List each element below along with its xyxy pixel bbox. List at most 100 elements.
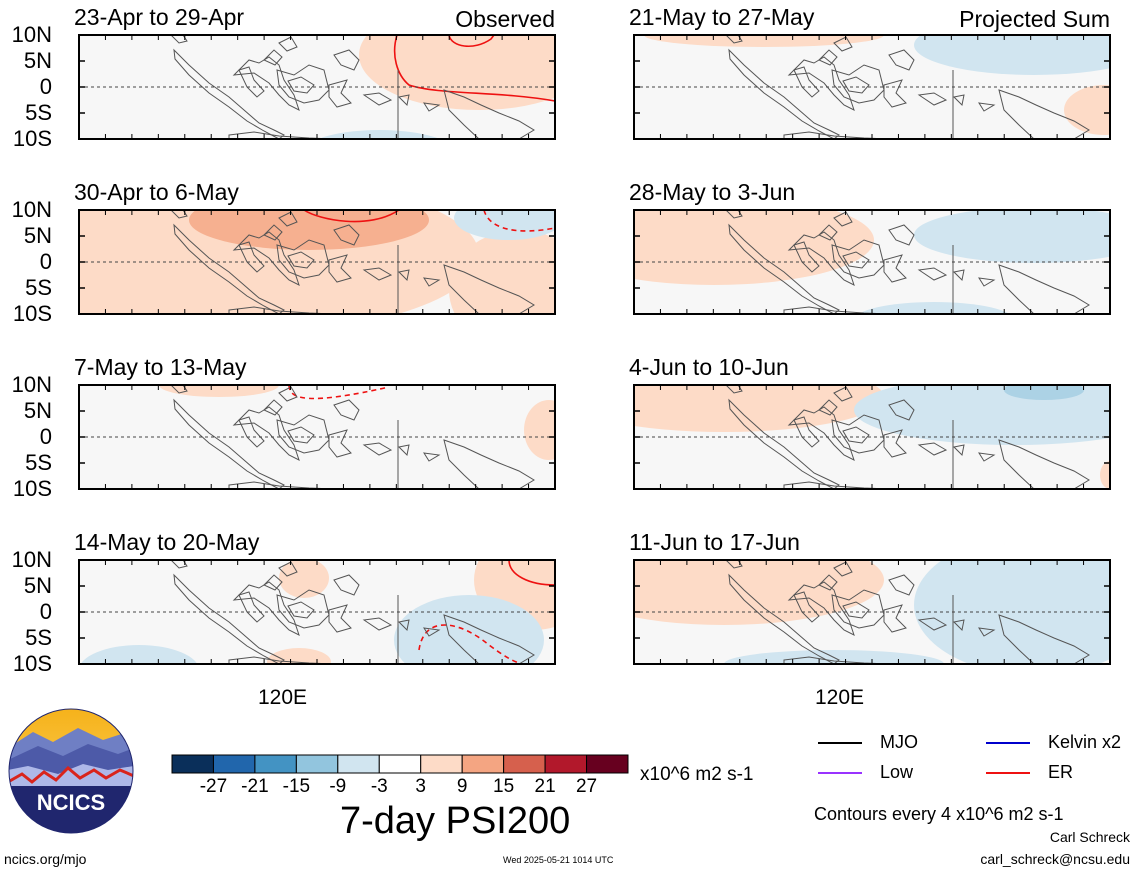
coastline bbox=[170, 210, 188, 219]
colorbar-swatch bbox=[586, 754, 629, 774]
site-url[interactable]: ncics.org/mjo bbox=[4, 851, 87, 867]
author-name: Carl Schreck bbox=[1049, 829, 1130, 845]
coastline bbox=[362, 442, 393, 456]
coastline bbox=[173, 223, 285, 314]
coastline bbox=[173, 398, 285, 489]
coastline bbox=[232, 581, 300, 636]
lat-label: 0 bbox=[39, 424, 52, 449]
coastline bbox=[728, 573, 840, 664]
colorbar-tick-label: 15 bbox=[493, 776, 515, 797]
psi-map-panel bbox=[78, 209, 556, 315]
coastline bbox=[883, 79, 907, 108]
contour-line bbox=[508, 560, 555, 586]
coastline bbox=[998, 89, 1090, 139]
coastline bbox=[728, 398, 840, 489]
coastline bbox=[952, 619, 965, 632]
lat-label: 5S bbox=[25, 100, 52, 125]
anomaly-shading bbox=[1004, 385, 1084, 400]
coastline bbox=[170, 35, 188, 44]
lat-label: 5N bbox=[23, 48, 52, 73]
coastline bbox=[952, 269, 965, 282]
coastline bbox=[842, 426, 870, 444]
coastline bbox=[831, 589, 885, 629]
anomaly-shading bbox=[854, 385, 1110, 445]
coastline bbox=[333, 224, 360, 246]
coastline bbox=[883, 429, 907, 458]
anomaly-shading bbox=[359, 35, 555, 110]
author-email[interactable]: carl_schreck@ncsu.edu bbox=[980, 851, 1130, 867]
anomaly-shading bbox=[79, 210, 479, 314]
anomaly-shading bbox=[914, 210, 1110, 263]
colorbar-swatch bbox=[420, 754, 463, 774]
psi-map-panel bbox=[633, 559, 1111, 665]
colorbar-swatch bbox=[254, 754, 297, 774]
legend-label: Kelvin x2 bbox=[1048, 732, 1122, 752]
anomaly-shading bbox=[858, 302, 1010, 314]
panel-title: 23-Apr to 29-Apr bbox=[74, 4, 245, 30]
anomaly-shading bbox=[1100, 461, 1110, 489]
coastline bbox=[333, 399, 360, 421]
coastline bbox=[276, 239, 330, 279]
panel-title: 21-May to 27-May bbox=[629, 4, 815, 30]
coastline bbox=[328, 79, 352, 108]
anomaly-shading bbox=[80, 645, 198, 664]
panel-title: 4-Jun to 10-Jun bbox=[629, 354, 789, 380]
coastline bbox=[728, 223, 840, 314]
coastline bbox=[287, 426, 315, 444]
anomaly-shading bbox=[449, 230, 555, 314]
colorbar-units: x10^6 m2 s-1 bbox=[640, 764, 754, 785]
lat-label: 10S bbox=[12, 476, 52, 501]
coastline bbox=[173, 48, 285, 139]
lat-label: 5S bbox=[25, 275, 52, 300]
anomaly-shading bbox=[279, 560, 329, 598]
coastline bbox=[831, 64, 885, 104]
coastline bbox=[917, 92, 948, 106]
coastline bbox=[362, 92, 393, 106]
coastline bbox=[888, 49, 915, 71]
coastline bbox=[725, 210, 743, 219]
coastline bbox=[833, 36, 853, 52]
coastline bbox=[833, 211, 853, 227]
lat-label: 10N bbox=[11, 197, 52, 222]
coastline bbox=[170, 385, 188, 394]
coastline bbox=[333, 574, 360, 596]
lat-label: 0 bbox=[39, 599, 52, 624]
coastline bbox=[818, 49, 838, 66]
coastline bbox=[728, 48, 840, 139]
coastline bbox=[423, 102, 441, 112]
lat-label: 10S bbox=[12, 301, 52, 326]
legend-label: Low bbox=[880, 762, 914, 782]
coastline bbox=[328, 604, 352, 633]
coastline bbox=[397, 619, 410, 632]
coastline bbox=[725, 385, 743, 394]
coastline bbox=[917, 442, 948, 456]
coastline bbox=[842, 251, 870, 269]
legend-line-kelvin-x2 bbox=[986, 742, 1030, 744]
lat-label: 10N bbox=[11, 547, 52, 572]
coastline bbox=[978, 102, 996, 112]
psi-map-panel bbox=[633, 34, 1111, 140]
panel-title: 30-Apr to 6-May bbox=[74, 179, 239, 205]
anomaly-shading bbox=[159, 385, 279, 397]
coastline bbox=[263, 399, 283, 416]
contour-line bbox=[393, 35, 555, 102]
coastline bbox=[276, 64, 330, 104]
coastline bbox=[917, 267, 948, 281]
colorbar-swatch bbox=[503, 754, 546, 774]
anomaly-shading bbox=[634, 560, 884, 625]
coastline bbox=[232, 406, 300, 461]
contour-line bbox=[288, 385, 390, 400]
psi-map-panel bbox=[633, 384, 1111, 490]
coastline bbox=[263, 49, 283, 66]
psi-map-panel bbox=[78, 384, 556, 490]
coastline bbox=[842, 76, 870, 94]
psi-map-panel bbox=[78, 559, 556, 665]
psi-map-panel bbox=[78, 34, 556, 140]
coastline bbox=[232, 56, 300, 111]
coastline bbox=[842, 601, 870, 619]
coastline bbox=[833, 386, 853, 402]
coastline bbox=[423, 452, 441, 462]
coastline bbox=[397, 444, 410, 457]
coastline bbox=[173, 573, 285, 664]
coastline bbox=[263, 224, 283, 241]
